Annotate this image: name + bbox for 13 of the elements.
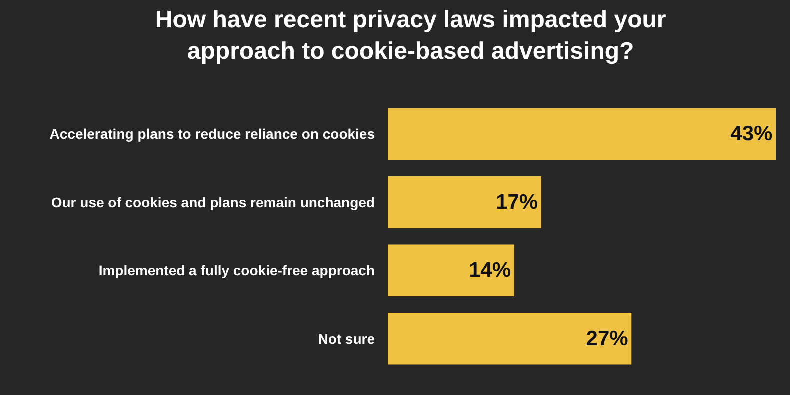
chart-title: How have recent privacy laws impacted your approach to cookie-based advertising? (155, 6, 666, 65)
data-label: 27% (586, 327, 629, 350)
bar (388, 312, 632, 365)
data-label: 14% (468, 259, 512, 282)
data-label: 43% (730, 122, 773, 146)
bar (388, 244, 514, 297)
y-tick-label: Implemented a fully cookie-free approach (98, 262, 375, 279)
y-tick-label: Our use of cookies and plans remain unchanged (51, 194, 375, 210)
y-tick-label: Accelerating plans to reduce reliance on cookies (50, 126, 376, 142)
data-label: 17% (496, 190, 538, 214)
bar (388, 108, 776, 160)
y-tick-label: Not sure (318, 330, 376, 347)
bar (388, 176, 542, 228)
